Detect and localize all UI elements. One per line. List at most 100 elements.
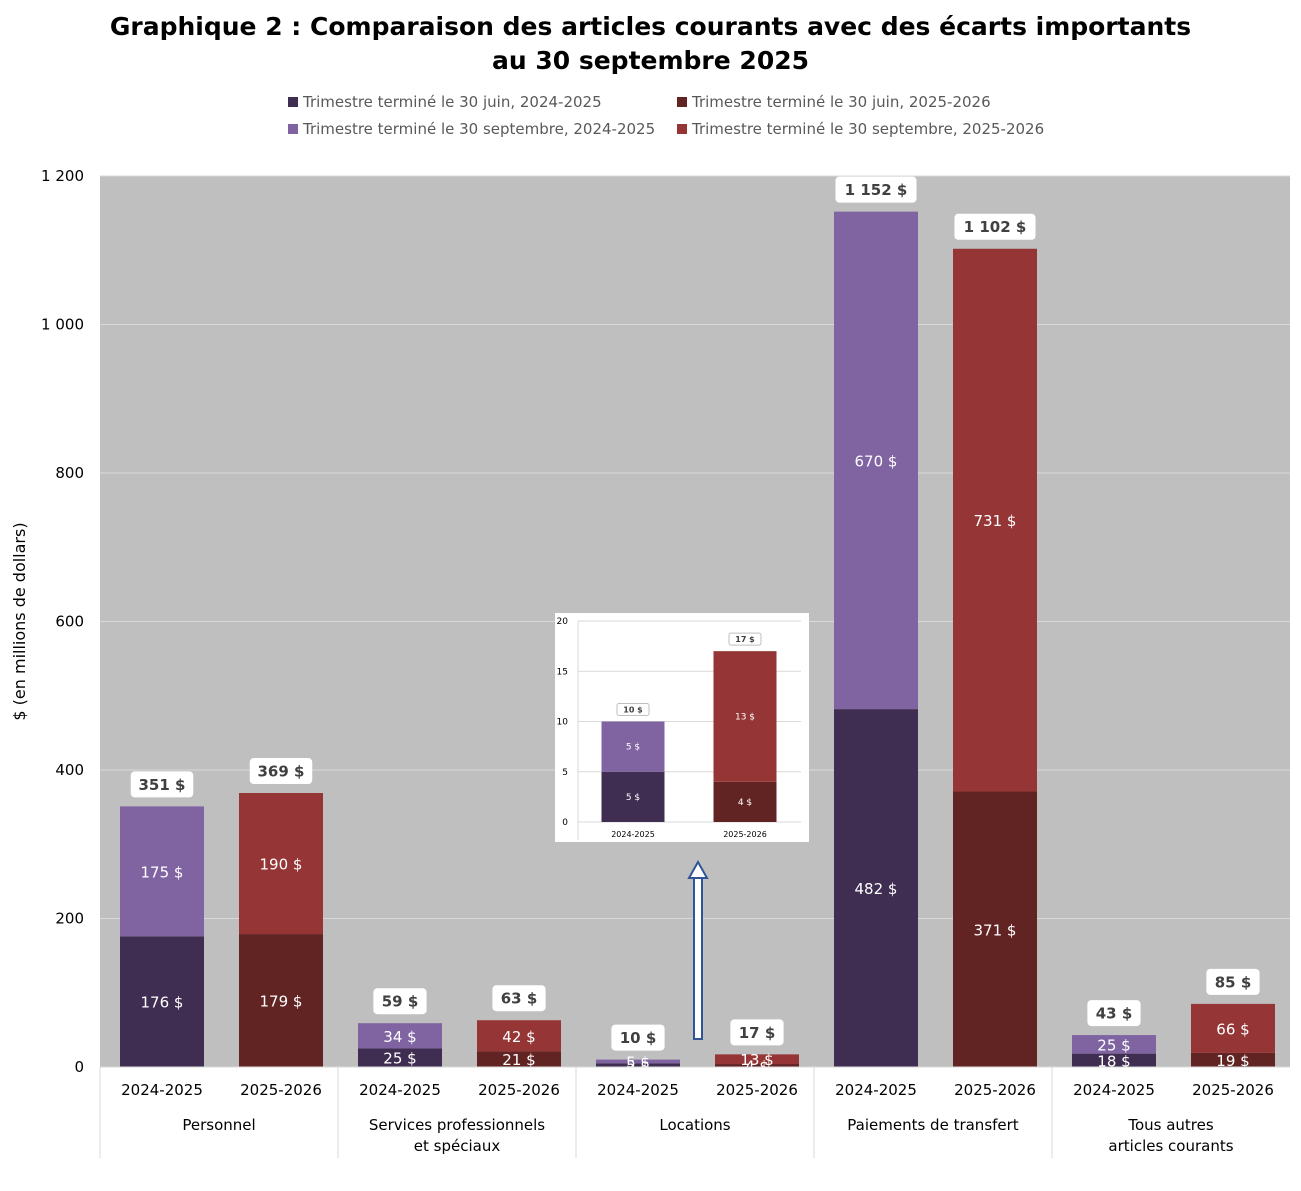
inset-y-tick-label: 5 [562,768,568,778]
data-label-q2: 731 $ [974,512,1017,530]
bar-segment-q2 [120,806,204,937]
bar-segment-q1 [477,1051,561,1067]
data-label-q1: 371 $ [974,921,1017,939]
bar-segment-q2 [715,1054,799,1065]
total-label: 43 $ [1096,1004,1133,1022]
inset-total-label: 10 $ [623,706,643,715]
bar-segment-q1 [715,1064,799,1067]
bar-segment-q1 [239,934,323,1067]
bar-segment-q1 [358,1048,442,1067]
total-label: 1 102 $ [964,218,1027,236]
category-label: Services professionnels [369,1116,545,1134]
inset-data-label-q2: 13 $ [735,712,755,722]
legend-label: Trimestre terminé le 30 juin, 2025-2026 [692,93,991,111]
total-label-box [130,771,194,798]
inset-data-label-q2: 5 $ [626,743,640,753]
inset-bar-segment-q1 [601,771,665,822]
total-label-box [835,176,917,203]
x-tick-label: 2024-2025 [1073,1081,1155,1099]
total-label-box [1206,968,1260,995]
category-label: et spéciaux [414,1137,501,1155]
total-label-box [373,988,427,1015]
legend-label: Trimestre terminé le 30 septembre, 2024-… [303,120,656,138]
inset-y-tick-label: 10 [557,718,569,728]
total-label-box [249,758,313,785]
x-tick-label: 2024-2025 [121,1081,203,1099]
data-label-q1: 482 $ [855,880,898,898]
legend-item-q1-2024: Trimestre terminé le 30 juin, 2024-2025 [288,93,602,111]
inset-y-tick-label: 0 [562,818,568,828]
x-tick-label: 2025-2026 [954,1081,1036,1099]
data-label-q2: 42 $ [502,1028,535,1046]
total-label-box [730,1019,784,1046]
category-label: Paiements de transfert [847,1116,1019,1134]
data-label-q2: 13 $ [740,1051,773,1069]
total-label: 369 $ [258,762,305,780]
inset-total-label: 17 $ [735,635,755,644]
chart-title: Graphique 2 : Comparaison des articles c… [0,10,1301,78]
y-tick-label: 200 [55,910,84,928]
bar-segment-q1 [953,791,1037,1067]
total-label: 17 $ [739,1024,776,1042]
data-label-q2: 25 $ [1097,1036,1130,1054]
chart-legend: Trimestre terminé le 30 juin, 2024-2025 … [0,93,1301,153]
chart-title-line1: Graphique 2 : Comparaison des articles c… [109,12,1192,41]
category-label: Locations [659,1116,730,1134]
legend-label: Trimestre terminé le 30 juin, 2024-2025 [303,93,602,111]
legend-swatch [677,124,687,134]
arrow-head [687,859,709,879]
legend-label: Trimestre terminé le 30 septembre, 2025-… [692,120,1045,138]
total-label-box [611,1024,665,1051]
arrow-shaft [693,875,703,1040]
inset-chart: 0 5 10 15 20 5 $ 5 $ 10 $ 2024-2025 4 $ 13 $ 17 $ 20… [555,613,809,842]
x-tick-label: 2025-2026 [478,1081,560,1099]
x-tick-label: 2025-2026 [1192,1081,1274,1099]
x-tick-label: 2024-2025 [597,1081,679,1099]
legend-swatch [288,124,298,134]
x-tick-label: 2025-2026 [240,1081,322,1099]
bar-segment-q1 [120,936,204,1067]
data-label-q2: 670 $ [855,452,898,470]
legend-item-q2-2024: Trimestre terminé le 30 septembre, 2024-… [288,120,655,138]
data-label-q1: 18 $ [1097,1052,1130,1070]
total-label: 351 $ [139,776,186,794]
y-tick-label: 0 [74,1058,84,1076]
total-label: 59 $ [382,993,419,1011]
total-label: 85 $ [1215,973,1252,991]
bar-segment-q1 [596,1063,680,1067]
total-label: 10 $ [620,1029,657,1047]
total-label-box [492,985,546,1012]
bar-segment-q2 [953,248,1037,792]
inset-y-tick-label: 15 [557,667,568,677]
x-tick-label: 2024-2025 [359,1081,441,1099]
bar-segment-q2 [1072,1035,1156,1054]
legend-item-q1-2025: Trimestre terminé le 30 juin, 2025-2026 [677,93,991,111]
bar-segment-q2 [358,1023,442,1049]
inset-data-label-q1: 5 $ [626,793,640,803]
data-label-q1: 19 $ [1216,1052,1249,1070]
inset-x-tick-label: 2024-2025 [611,830,655,839]
inset-x-tick-label: 2025-2026 [723,830,767,839]
data-label-q1: 179 $ [260,993,303,1011]
x-tick-label: 2024-2025 [835,1081,917,1099]
category-label: Tous autres [1127,1116,1214,1134]
bar-segment-q2 [834,211,918,710]
bar-segment-q1 [834,709,918,1067]
data-label-q2: 34 $ [383,1028,416,1046]
bar-segment-q2 [1191,1003,1275,1053]
inset-bar-segment-q1 [713,781,777,822]
y-tick-label: 1 200 [41,167,84,185]
y-tick-label: 800 [55,464,84,482]
bar-segment-q2 [596,1059,680,1064]
data-label-q2: 66 $ [1216,1020,1249,1038]
inset-y-tick-label: 20 [557,617,569,627]
legend-swatch [288,97,298,107]
y-tick-label: 600 [55,613,84,631]
inset-bar-segment-q2 [601,721,665,772]
total-label-box [1087,1000,1141,1027]
x-tick-label: 2025-2026 [716,1081,798,1099]
inset-total-label-box [728,632,762,646]
bar-segment-q1 [1191,1052,1275,1067]
inset-total-label-box [616,703,650,716]
